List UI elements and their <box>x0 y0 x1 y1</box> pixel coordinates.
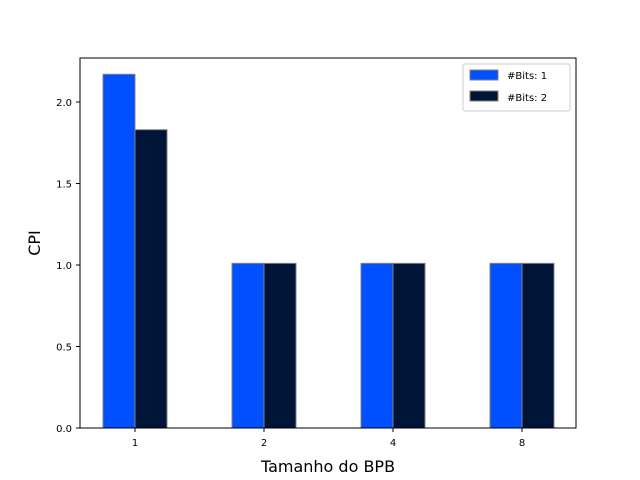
legend-swatch-bits-1 <box>469 69 499 81</box>
x-axis: 1 2 4 8 <box>132 428 525 449</box>
legend: #Bits: 1 #Bits: 2 <box>462 63 571 112</box>
x-axis-label: Tamanho do BPB <box>260 457 395 476</box>
bar-bits-2-8 <box>521 262 555 429</box>
x-tick-label-4: 4 <box>390 438 396 449</box>
y-tick-label-0.0: 0.0 <box>56 424 72 435</box>
plot-area: 0.0 0.5 1.0 1.5 2.0 1 2 4 8 <box>56 57 577 449</box>
legend-label-bits-2: #Bits: 2 <box>507 93 547 104</box>
legend-label-bits-1: #Bits: 1 <box>507 71 547 82</box>
x-tick-label-1: 1 <box>132 438 138 449</box>
y-axis-label: CPI <box>25 230 44 256</box>
legend-swatch-bits-2 <box>469 90 499 102</box>
bar-bits-2-1 <box>134 129 168 429</box>
y-axis: 0.0 0.5 1.0 1.5 2.0 <box>56 98 80 435</box>
bar-bits-1-1 <box>102 73 136 429</box>
bars-group <box>102 73 555 429</box>
y-tick-label-0.5: 0.5 <box>56 343 72 354</box>
bar-bits-2-2 <box>263 262 297 429</box>
bar-bits-2-4 <box>392 262 426 429</box>
y-tick-label-2.0: 2.0 <box>56 98 72 109</box>
bar-bits-1-2 <box>231 262 265 429</box>
x-tick-label-8: 8 <box>519 438 525 449</box>
bar-bits-1-8 <box>489 262 523 429</box>
plot-frame <box>79 57 577 429</box>
y-tick-label-1.5: 1.5 <box>56 180 72 191</box>
y-tick-label-1.0: 1.0 <box>56 261 72 272</box>
bar-bits-1-4 <box>360 262 394 429</box>
x-tick-label-2: 2 <box>261 438 267 449</box>
